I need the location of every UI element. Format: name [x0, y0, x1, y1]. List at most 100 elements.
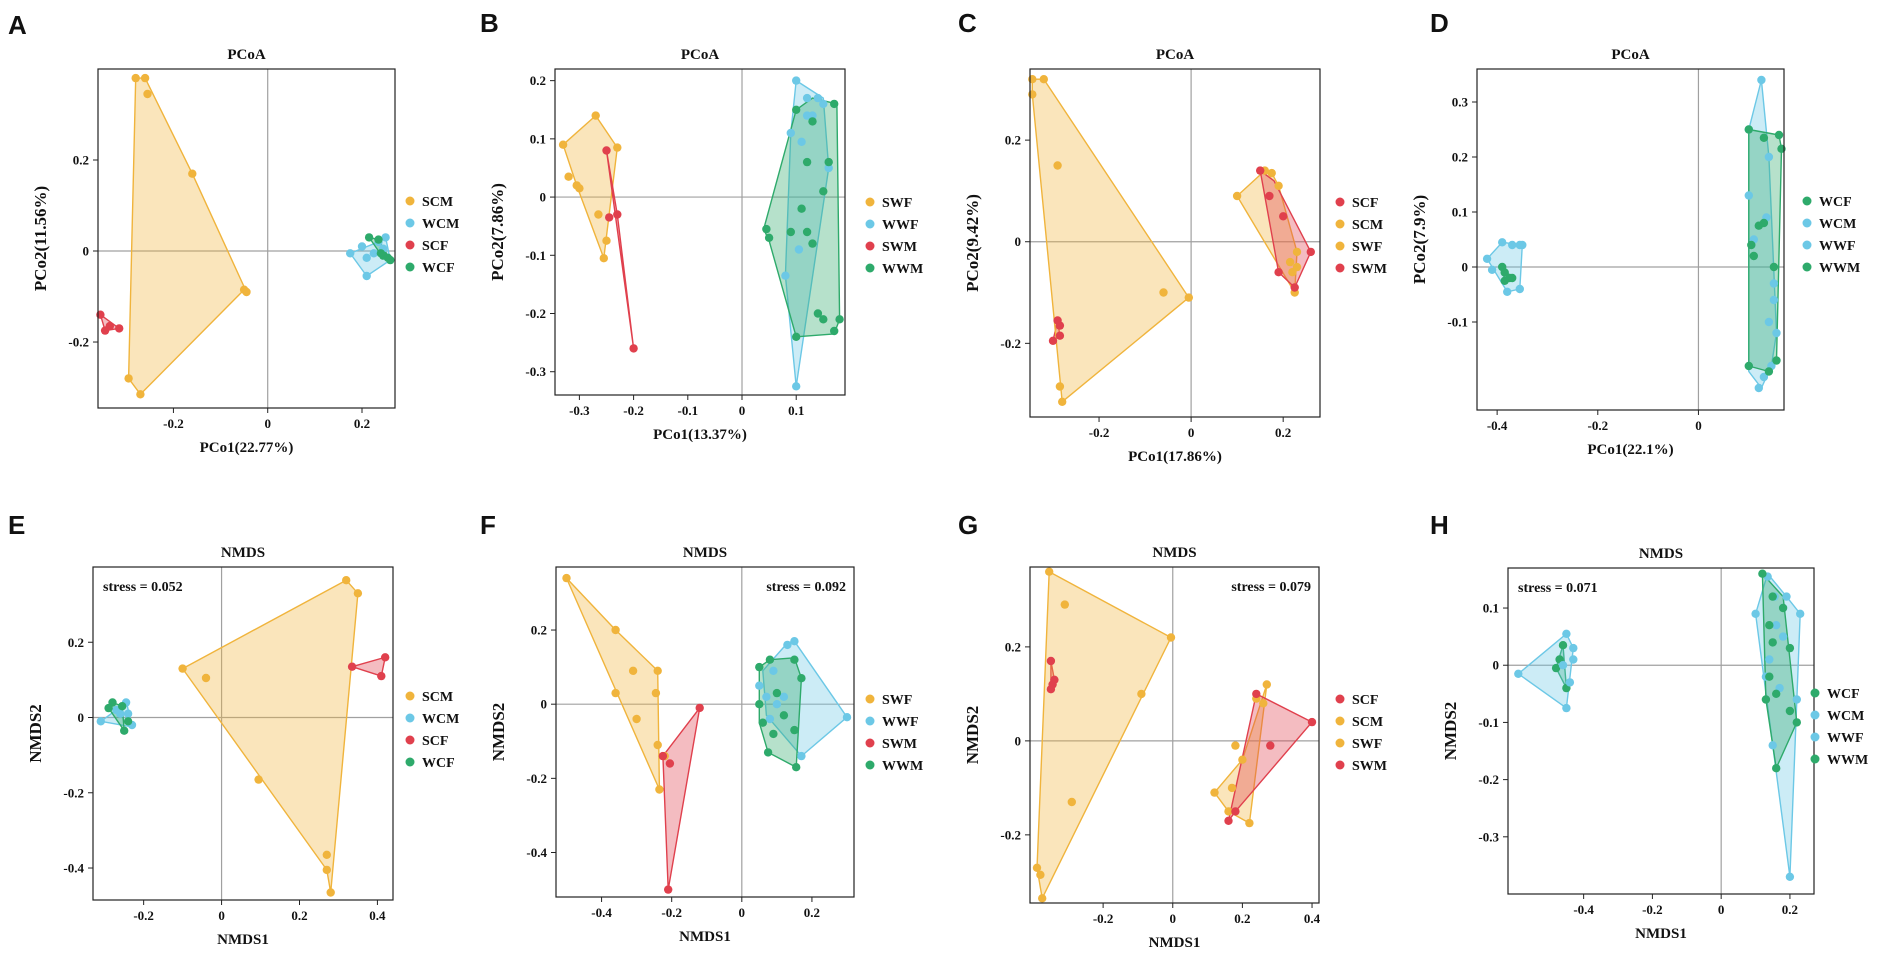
- point-scm: [1032, 863, 1042, 872]
- panel-letter-g: G: [958, 510, 978, 540]
- hull-swf: [565, 577, 661, 791]
- legend-marker-wwm: [1802, 262, 1812, 272]
- point-swm: [1224, 816, 1233, 825]
- legend: SCF SCM SWF SWM: [1335, 693, 1387, 774]
- point-wwf: [808, 111, 817, 120]
- point-scm: [326, 888, 335, 897]
- legend-marker-swm: [1335, 263, 1345, 273]
- point-wwf: [786, 128, 795, 138]
- y-tick-label: 0.1: [530, 131, 546, 146]
- point-swm: [1290, 283, 1299, 292]
- plot-title: NMDS: [221, 545, 265, 561]
- point-scm: [124, 374, 133, 383]
- legend-marker-wcf: [1810, 688, 1820, 698]
- point-wwm: [808, 239, 817, 248]
- point-scf: [115, 324, 124, 333]
- point-swf: [1245, 818, 1254, 828]
- x-axis-label: NMDS1: [1149, 935, 1201, 951]
- point-wwf: [1796, 609, 1805, 618]
- y-tick-label: 0: [540, 190, 547, 205]
- y-tick-label: 0.2: [1005, 133, 1021, 148]
- point-wwf: [792, 76, 801, 85]
- point-swf: [1267, 168, 1276, 178]
- point-wcf: [1500, 268, 1509, 277]
- point-wwf: [765, 714, 775, 724]
- point-swf: [1210, 788, 1219, 797]
- point-wwf: [1769, 279, 1779, 288]
- legend-label-swf: SWF: [1352, 240, 1382, 255]
- legend-label-scf: SCF: [422, 734, 448, 749]
- stress-label: stress = 0.052: [103, 580, 183, 595]
- x-tick-label: -0.2: [1587, 418, 1608, 433]
- x-tick-label: 0.4: [1304, 911, 1321, 926]
- point-swm: [1256, 166, 1265, 175]
- point-wwm: [1768, 592, 1777, 601]
- y-tick-label: 0: [541, 697, 548, 712]
- point-wcf: [1558, 641, 1568, 650]
- point-wwm: [1772, 689, 1781, 698]
- point-wcm: [1569, 655, 1578, 664]
- legend-label-swm: SWM: [1352, 262, 1387, 277]
- point-swf: [628, 666, 638, 675]
- point-wwm: [758, 718, 767, 727]
- stress-label: stress = 0.079: [1231, 580, 1311, 595]
- x-tick-label: 0: [1718, 902, 1725, 917]
- x-tick-label: -0.2: [133, 908, 154, 923]
- point-swm: [1306, 247, 1316, 257]
- point-wwm: [797, 674, 806, 683]
- plot-frame: [1029, 566, 1320, 904]
- legend-marker-wwm: [1810, 754, 1820, 764]
- point-swf: [562, 573, 571, 583]
- point-wwm: [1749, 251, 1759, 261]
- y-tick-label: -0.2: [68, 335, 89, 350]
- point-wwm: [755, 662, 764, 672]
- point-wwm: [813, 309, 823, 318]
- y-tick-label: 0.2: [73, 153, 89, 168]
- hull-scm: [181, 579, 359, 894]
- point-scm: [1159, 288, 1168, 297]
- legend-label-wwm: WWM: [882, 759, 923, 774]
- point-swm: [1279, 212, 1288, 221]
- point-wwm: [824, 157, 833, 167]
- point-wwm: [1761, 695, 1771, 704]
- y-tick-label: 0: [1015, 733, 1022, 748]
- point-swf: [611, 625, 620, 635]
- legend: WCF WCM WWF WWM: [1802, 195, 1860, 276]
- point-scm: [1039, 75, 1049, 84]
- point-swf: [653, 666, 662, 675]
- point-scm: [1060, 600, 1070, 609]
- plot-title: PCoA: [1611, 47, 1649, 63]
- point-scm: [1166, 633, 1176, 642]
- point-wwf: [772, 700, 782, 709]
- legend-marker-wwf: [1810, 732, 1820, 742]
- point-wwm: [1754, 221, 1764, 230]
- point-wcm: [1569, 643, 1578, 653]
- y-tick-label: -0.1: [525, 248, 546, 263]
- point-wwm: [1778, 603, 1788, 613]
- x-axis-label: PCo1(22.77%): [200, 440, 294, 456]
- point-wwf: [1782, 592, 1791, 601]
- legend-label-wwm: WWM: [882, 262, 923, 277]
- hull-wwm: [763, 97, 841, 338]
- legend-label-scm: SCM: [422, 195, 453, 210]
- legend-label-swf: SWF: [1352, 737, 1382, 752]
- point-wwm: [835, 315, 844, 324]
- legend-marker-swm: [865, 738, 875, 748]
- point-wwf: [1778, 632, 1788, 641]
- plot-frame: [97, 68, 396, 409]
- x-tick-label: -0.2: [661, 905, 682, 920]
- point-wwf: [1751, 609, 1760, 618]
- point-scm: [342, 576, 351, 585]
- y-axis-label: NMDS2: [26, 704, 45, 763]
- legend-label-scf: SCF: [422, 239, 448, 254]
- point-wwm: [1747, 240, 1756, 250]
- stress-label: stress = 0.071: [1518, 581, 1598, 596]
- point-scm: [1053, 161, 1062, 170]
- legend-marker-wwm: [865, 263, 875, 273]
- hull-swm: [1259, 169, 1312, 289]
- point-swf: [1224, 807, 1233, 816]
- point-wwf: [783, 640, 792, 650]
- point-swf: [1232, 191, 1242, 201]
- point-wwf: [755, 681, 764, 690]
- legend: SWF WWF SWM WWM: [865, 693, 923, 774]
